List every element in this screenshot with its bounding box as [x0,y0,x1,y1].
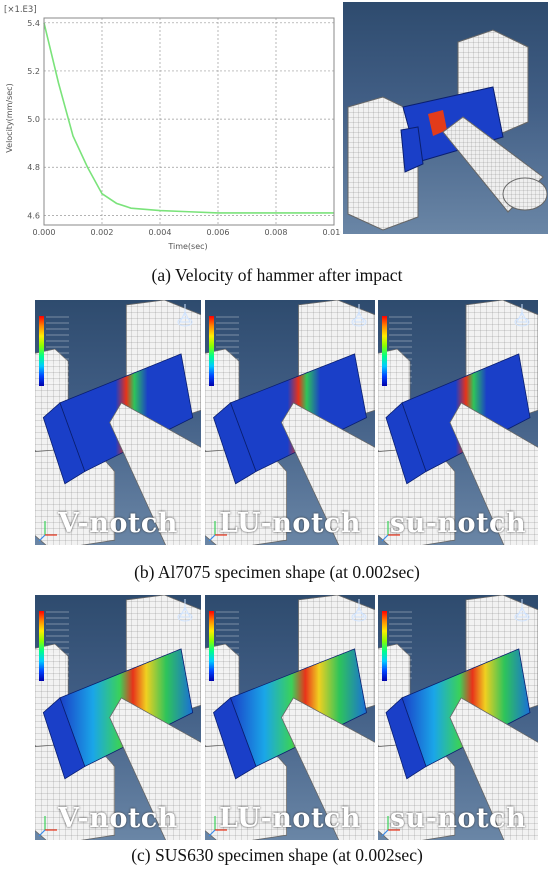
anvil-bottom-block [347,96,419,231]
y-multiplier-label: [×1.E3] [4,5,37,15]
velocity-chart: [×1.E3] Velocity(mm/sec) Time(sec) 0.000… [0,0,341,262]
y-tick-label: 5.4 [27,19,40,28]
legend-color-bar [209,316,214,386]
simulation-scene [205,595,375,840]
panel-c-tile-2: LU-notch [205,595,375,840]
view-compass-icon [514,599,530,622]
stress-legend [347,6,369,46]
panel-b-tile-3: su-notch [378,300,538,545]
simulation-scene [378,300,538,545]
legend-bar [347,10,350,44]
y-tick-label: 5.2 [27,67,40,76]
legend-color-bar [382,316,387,386]
hammer-impact-simulation [343,2,548,234]
specimen-end [400,126,424,173]
impact-scene [347,6,548,231]
caption-a: (a) Velocity of hammer after impact [151,265,403,285]
panel-c-tile-1: V-notch [35,595,201,840]
striker-cone [449,402,538,545]
stress-legend [382,611,412,681]
specimen-end-face [385,402,427,485]
panel-b-tile-1: V-notch [35,300,201,545]
simulation-scene [35,300,201,545]
y-tick-label: 4.6 [27,211,40,220]
striker-cone [449,697,538,840]
specimen-end-face [213,402,257,485]
plot-frame [43,17,335,226]
stress-legend [209,611,239,681]
y-tick-label: 5.0 [27,115,40,124]
x-tick-label: 0.006 [207,228,230,237]
stress-concentration [428,110,447,136]
caption-b: (b) Al7075 specimen shape (at 0.002sec) [134,562,420,582]
notch-type-label: LU-notch [219,508,361,539]
view-compass-icon [514,304,530,327]
caption-c: (c) SUS630 specimen shape (at 0.002sec) [131,845,423,865]
legend-color-bar [382,611,387,681]
axis-triad-icon [381,816,400,837]
specimen-end-face [213,697,257,780]
stress-legend [39,316,69,386]
axis-triad-icon [208,521,227,542]
striker-cone [281,402,375,545]
stress-legend [39,611,69,681]
stress-legend [382,316,412,386]
simulation-scene [205,300,375,545]
x-tick-label: 0.010 [323,228,341,237]
velocity-series-line [43,22,334,214]
x-tick-label: 0.004 [149,228,172,237]
axis-triad-icon [208,816,227,837]
y-tick-label: 4.8 [27,163,40,172]
striker-cone [109,697,201,840]
specimen-end-face [42,697,86,780]
x-tick-label: 0.008 [265,228,288,237]
axis-triad-icon [38,816,57,837]
chart-series [43,22,334,214]
legend-color-bar [39,316,44,386]
y-axis-label: Velocity(mm/sec) [5,83,14,152]
x-axis-label: Time(sec) [167,242,207,251]
striker-base [502,177,548,211]
legend-color-bar [209,611,214,681]
view-compass-icon [177,599,193,622]
specimen-end-face [42,402,86,485]
striker-cone [281,697,375,840]
specimen-end-face [385,697,427,780]
stress-legend [209,316,239,386]
view-compass-icon [177,304,193,327]
notch-type-label: LU-notch [219,803,361,834]
axis-triad-icon [381,521,400,542]
legend-color-bar [39,611,44,681]
chart-tick-labels: 0.000 0.002 0.004 0.006 0.008 0.010 5.4 5.2 5.0 4… [27,19,341,237]
simulation-scene [35,595,201,840]
view-compass-icon [351,304,367,327]
notch-type-label: V-notch [58,803,178,834]
x-tick-label: 0.000 [33,228,56,237]
panel-c-tile-3: su-notch [378,595,538,840]
simulation-scene [378,595,538,840]
x-tick-label: 0.002 [91,228,114,237]
striker-cone [109,402,201,545]
notch-type-label: V-notch [58,508,178,539]
axis-triad-icon [38,521,57,542]
panel-b-tile-2: LU-notch [205,300,375,545]
view-compass-icon [351,599,367,622]
notch-type-label: su-notch [389,508,527,539]
notch-type-label: su-notch [389,803,527,834]
chart-background [0,0,341,262]
